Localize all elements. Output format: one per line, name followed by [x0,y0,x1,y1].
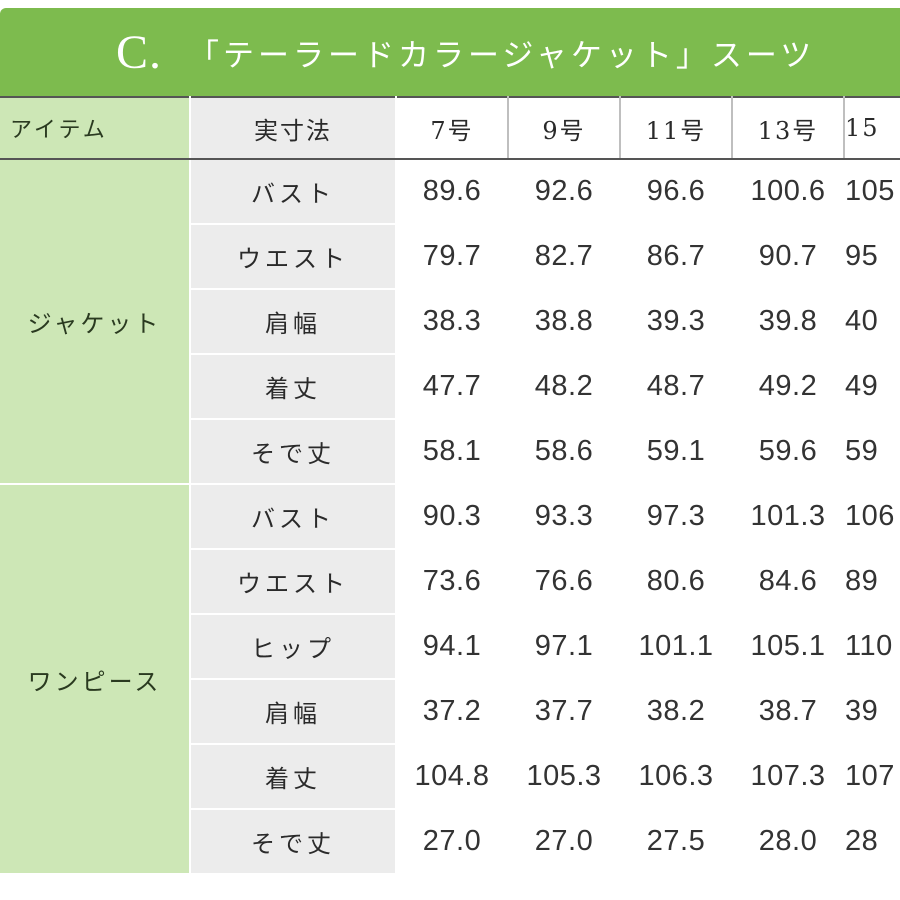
table-row: 肩幅 37.2 37.7 38.2 38.7 39 [0,679,900,745]
dimension-label: ヒップ [190,614,397,680]
size-value: 101.1 [620,614,733,680]
size-table: アイテム 実寸法 7号 9号 11号 13号 15 ジャケット バスト 89.6 92… [0,96,900,875]
table-row: 着丈 47.7 48.2 48.7 49.2 49 [0,354,900,420]
size-value: 39 [844,679,900,745]
size-value: 106 [844,483,900,550]
header-row: アイテム 実寸法 7号 9号 11号 13号 15 [0,96,900,160]
size-value: 100.6 [732,158,845,225]
dimension-label: 着丈 [190,744,397,810]
size-value: 107.3 [732,744,845,810]
size-value: 89 [844,549,900,615]
table-row: 着丈 104.8 105.3 106.3 107.3 107 [0,744,900,810]
table-row: ウエスト 79.7 82.7 86.7 90.7 95 [0,224,900,290]
header-item: アイテム [0,96,191,160]
size-value: 76.6 [508,549,621,615]
dimension-label: 肩幅 [190,289,397,355]
header-size: 15 [844,96,900,160]
size-value: 40 [844,289,900,355]
size-value: 39.3 [620,289,733,355]
size-value: 28.0 [732,809,845,875]
size-value: 59.6 [732,419,845,485]
size-value: 47.7 [396,354,509,420]
size-value: 58.6 [508,419,621,485]
size-value: 27.5 [620,809,733,875]
size-value: 38.2 [620,679,733,745]
header-size: 13号 [732,96,845,160]
table-row: ヒップ 94.1 97.1 101.1 105.1 110 [0,614,900,680]
dimension-label: ウエスト [190,224,397,290]
size-value: 59 [844,419,900,485]
table-row: ワンピース バスト 90.3 93.3 97.3 101.3 106 [0,483,900,875]
dimension-label: ウエスト [190,549,397,615]
size-value: 106.3 [620,744,733,810]
size-value: 59.1 [620,419,733,485]
title-banner: C. 「テーラードカラージャケット」スーツ [0,8,900,96]
size-value: 96.6 [620,158,733,225]
size-value: 49.2 [732,354,845,420]
size-value: 110 [844,614,900,680]
size-value: 28 [844,809,900,875]
size-value: 86.7 [620,224,733,290]
size-value: 38.3 [396,289,509,355]
size-value: 37.7 [508,679,621,745]
size-value: 49 [844,354,900,420]
size-value: 105.3 [508,744,621,810]
table-row: ジャケット バスト 89.6 92.6 96.6 100.6 105 [0,158,900,485]
header-size: 7号 [396,96,509,160]
size-value: 95 [844,224,900,290]
size-value: 97.3 [620,483,733,550]
size-value: 107 [844,744,900,810]
size-value: 94.1 [396,614,509,680]
dimension-label: そで丈 [190,809,397,875]
size-value: 84.6 [732,549,845,615]
size-value: 38.8 [508,289,621,355]
size-value: 48.2 [508,354,621,420]
header-size: 9号 [508,96,621,160]
dimension-label: そで丈 [190,419,397,485]
table-row: そで丈 58.1 58.6 59.1 59.6 59 [0,419,900,485]
size-value: 48.7 [620,354,733,420]
size-value: 27.0 [396,809,509,875]
size-value: 82.7 [508,224,621,290]
size-value: 39.8 [732,289,845,355]
size-value: 73.6 [396,549,509,615]
table-row: そで丈 27.0 27.0 27.5 28.0 28 [0,809,900,875]
size-value: 92.6 [508,158,621,225]
size-value: 97.1 [508,614,621,680]
header-size: 11号 [620,96,733,160]
size-value: 90.3 [396,483,509,550]
size-value: 105 [844,158,900,225]
table-row: 肩幅 38.3 38.8 39.3 39.8 40 [0,289,900,355]
size-value: 101.3 [732,483,845,550]
size-value: 79.7 [396,224,509,290]
group-label: ジャケット [0,158,191,485]
size-value: 89.6 [396,158,509,225]
section-letter: C. [116,25,163,79]
size-value: 38.7 [732,679,845,745]
size-value: 58.1 [396,419,509,485]
size-value: 37.2 [396,679,509,745]
section-title: 「テーラードカラージャケット」スーツ [188,37,816,74]
size-value: 105.1 [732,614,845,680]
size-value: 90.7 [732,224,845,290]
size-value: 27.0 [508,809,621,875]
group-label: ワンピース [0,483,191,875]
dimension-label: 肩幅 [190,679,397,745]
header-dimension: 実寸法 [190,96,397,160]
dimension-label: バスト [190,483,397,550]
size-value: 80.6 [620,549,733,615]
table-row: ウエスト 73.6 76.6 80.6 84.6 89 [0,549,900,615]
size-value: 104.8 [396,744,509,810]
dimension-label: 着丈 [190,354,397,420]
dimension-label: バスト [190,158,397,225]
size-value: 93.3 [508,483,621,550]
